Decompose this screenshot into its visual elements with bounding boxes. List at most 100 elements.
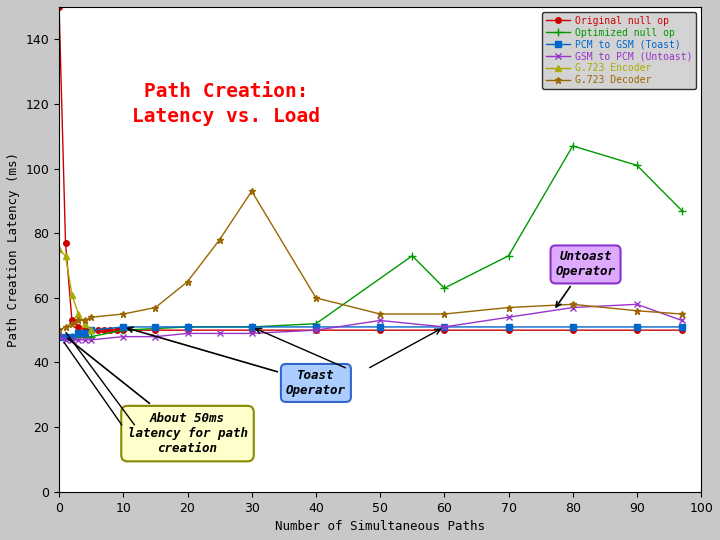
Optimized null op bbox=[183, 323, 192, 330]
G.723 Decoder bbox=[376, 310, 384, 317]
G.723 Decoder bbox=[81, 317, 89, 323]
GSM to PCM (Untoast) bbox=[151, 333, 160, 340]
Text: Untoast
Operator: Untoast Operator bbox=[556, 251, 616, 307]
GSM to PCM (Untoast) bbox=[633, 301, 642, 308]
G.723 Decoder bbox=[119, 310, 127, 317]
Optimized null op bbox=[248, 323, 256, 330]
G.723 Decoder bbox=[68, 320, 76, 327]
Original null op bbox=[248, 327, 256, 333]
PCM to GSM (Toast) bbox=[183, 323, 192, 330]
Original null op bbox=[61, 240, 70, 246]
G.723 Encoder bbox=[55, 246, 63, 253]
G.723 Decoder bbox=[61, 323, 70, 330]
PCM to GSM (Toast) bbox=[440, 323, 449, 330]
GSM to PCM (Untoast) bbox=[678, 317, 686, 323]
GSM to PCM (Untoast) bbox=[87, 336, 96, 343]
Original null op bbox=[633, 327, 642, 333]
G.723 Decoder bbox=[678, 310, 686, 317]
Text: About 50ms
latency for path
creation: About 50ms latency for path creation bbox=[68, 339, 248, 455]
Optimized null op bbox=[440, 285, 449, 292]
Optimized null op bbox=[633, 162, 642, 168]
Original null op bbox=[568, 327, 577, 333]
GSM to PCM (Untoast) bbox=[68, 336, 76, 343]
PCM to GSM (Toast) bbox=[87, 327, 96, 333]
PCM to GSM (Toast) bbox=[119, 323, 127, 330]
Original null op bbox=[312, 327, 320, 333]
PCM to GSM (Toast) bbox=[55, 333, 63, 340]
GSM to PCM (Untoast) bbox=[312, 327, 320, 333]
G.723 Encoder bbox=[81, 320, 89, 327]
Optimized null op bbox=[87, 333, 96, 340]
Line: Optimized null op: Optimized null op bbox=[55, 142, 686, 341]
Original null op bbox=[81, 327, 89, 333]
Optimized null op bbox=[678, 207, 686, 214]
G.723 Encoder bbox=[74, 310, 83, 317]
GSM to PCM (Untoast) bbox=[74, 336, 83, 343]
GSM to PCM (Untoast) bbox=[119, 333, 127, 340]
Line: PCM to GSM (Toast): PCM to GSM (Toast) bbox=[56, 324, 685, 340]
Optimized null op bbox=[81, 333, 89, 340]
Line: G.723 Encoder: G.723 Encoder bbox=[55, 246, 94, 334]
G.723 Encoder bbox=[61, 253, 70, 259]
Original null op bbox=[119, 327, 127, 333]
Optimized null op bbox=[61, 333, 70, 340]
PCM to GSM (Toast) bbox=[312, 323, 320, 330]
G.723 Encoder bbox=[68, 292, 76, 298]
Original null op bbox=[678, 327, 686, 333]
Original null op bbox=[74, 323, 83, 330]
Optimized null op bbox=[74, 333, 83, 340]
Text: Path Creation:
Latency vs. Load: Path Creation: Latency vs. Load bbox=[132, 82, 320, 126]
GSM to PCM (Untoast) bbox=[504, 314, 513, 320]
PCM to GSM (Toast) bbox=[61, 333, 70, 340]
X-axis label: Number of Simultaneous Paths: Number of Simultaneous Paths bbox=[275, 520, 485, 533]
PCM to GSM (Toast) bbox=[504, 323, 513, 330]
PCM to GSM (Toast) bbox=[74, 330, 83, 336]
Original null op bbox=[68, 317, 76, 323]
G.723 Decoder bbox=[440, 310, 449, 317]
PCM to GSM (Toast) bbox=[678, 323, 686, 330]
GSM to PCM (Untoast) bbox=[81, 336, 89, 343]
Optimized null op bbox=[568, 143, 577, 149]
Optimized null op bbox=[68, 333, 76, 340]
Line: GSM to PCM (Untoast): GSM to PCM (Untoast) bbox=[55, 301, 685, 343]
PCM to GSM (Toast) bbox=[151, 323, 160, 330]
GSM to PCM (Untoast) bbox=[61, 336, 70, 343]
GSM to PCM (Untoast) bbox=[248, 330, 256, 336]
Text: Toast
Operator: Toast Operator bbox=[127, 327, 346, 397]
Y-axis label: Path Creation Latency (ms): Path Creation Latency (ms) bbox=[7, 152, 20, 347]
Optimized null op bbox=[55, 333, 63, 340]
G.723 Decoder bbox=[312, 295, 320, 301]
Original null op bbox=[94, 327, 102, 333]
Optimized null op bbox=[312, 320, 320, 327]
G.723 Decoder bbox=[183, 279, 192, 285]
Optimized null op bbox=[408, 253, 417, 259]
Original null op bbox=[151, 327, 160, 333]
Original null op bbox=[440, 327, 449, 333]
G.723 Decoder bbox=[568, 301, 577, 308]
G.723 Encoder bbox=[87, 327, 96, 333]
GSM to PCM (Untoast) bbox=[215, 330, 224, 336]
Original null op bbox=[106, 327, 114, 333]
Original null op bbox=[55, 4, 63, 10]
GSM to PCM (Untoast) bbox=[440, 323, 449, 330]
Original null op bbox=[112, 327, 121, 333]
G.723 Decoder bbox=[87, 314, 96, 320]
Original null op bbox=[87, 327, 96, 333]
PCM to GSM (Toast) bbox=[68, 333, 76, 340]
G.723 Decoder bbox=[151, 305, 160, 311]
PCM to GSM (Toast) bbox=[376, 323, 384, 330]
Original null op bbox=[183, 327, 192, 333]
PCM to GSM (Toast) bbox=[568, 323, 577, 330]
G.723 Decoder bbox=[215, 237, 224, 243]
Original null op bbox=[376, 327, 384, 333]
PCM to GSM (Toast) bbox=[81, 330, 89, 336]
GSM to PCM (Untoast) bbox=[376, 317, 384, 323]
Original null op bbox=[99, 327, 108, 333]
Optimized null op bbox=[504, 253, 513, 259]
PCM to GSM (Toast) bbox=[633, 323, 642, 330]
GSM to PCM (Untoast) bbox=[568, 305, 577, 311]
Line: Original null op: Original null op bbox=[56, 4, 685, 333]
GSM to PCM (Untoast) bbox=[55, 333, 63, 340]
GSM to PCM (Untoast) bbox=[183, 330, 192, 336]
G.723 Decoder bbox=[248, 188, 256, 194]
